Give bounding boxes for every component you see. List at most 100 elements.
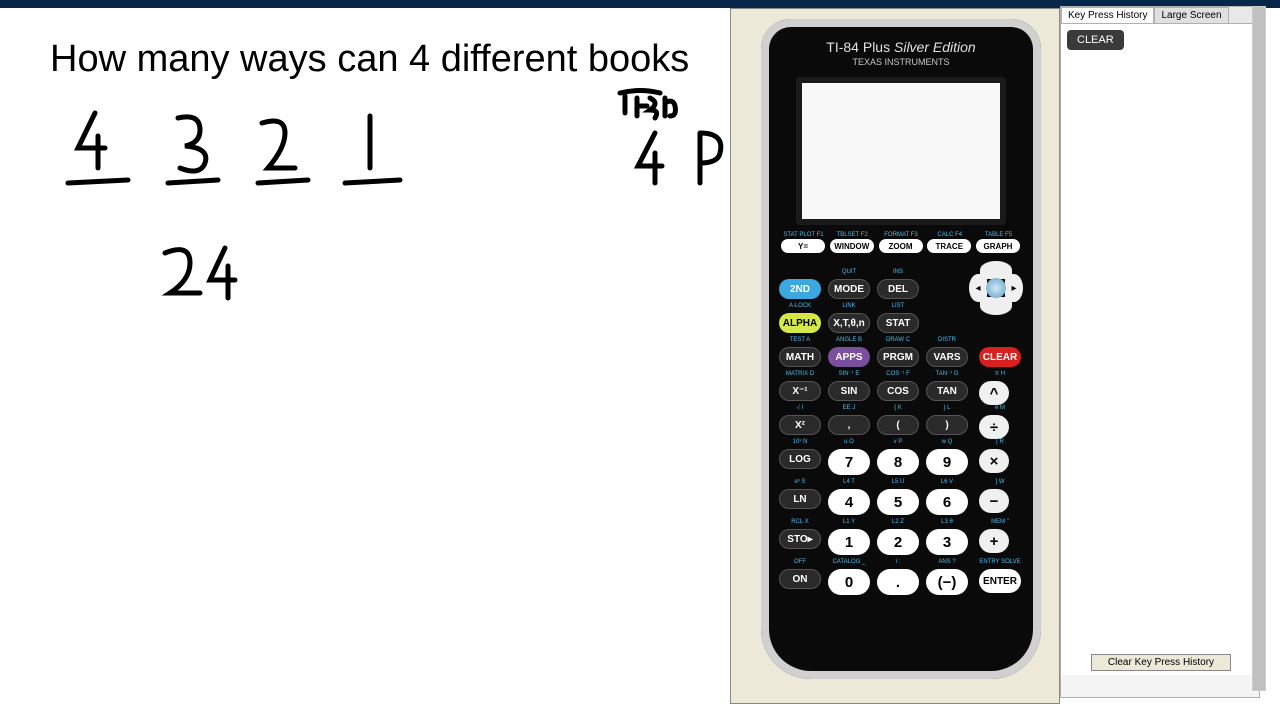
fn-above-label: FORMAT F3 (879, 231, 924, 239)
fn-above-label: TABLE F5 (976, 231, 1021, 239)
key-3[interactable]: 3 (926, 529, 968, 555)
fn-key-trace[interactable]: TRACE (927, 239, 971, 253)
dpad-right[interactable]: ▸ (1005, 274, 1023, 302)
key-x[interactable]: X⁻¹ (779, 381, 821, 401)
key-above-label: u O (828, 439, 870, 446)
key-enter[interactable]: ENTER (979, 569, 1021, 593)
key-9[interactable]: 9 (926, 449, 968, 475)
calc-title: TI-84 Plus Silver Edition (775, 39, 1027, 55)
key-sto[interactable]: STO▸ (779, 529, 821, 549)
key-grid: ◂ ▸ 2NDQUITMODEINSDELA-LOCKALPHALINKX,T,… (779, 261, 1023, 631)
key-above-label: DISTR (926, 337, 968, 344)
key-[interactable]: ) (926, 415, 968, 435)
whiteboard-area: How many ways can 4 different books (0, 8, 730, 708)
function-key-row: STAT PLOT F1Y=TBLSET F2WINDOWFORMAT F3ZO… (781, 231, 1021, 253)
key-1[interactable]: 1 (828, 529, 870, 555)
key-above-label: L5 U (877, 479, 919, 486)
calc-edition: Silver Edition (894, 39, 976, 55)
fn-above-label: CALC F4 (927, 231, 972, 239)
key-2nd[interactable]: 2ND (779, 279, 821, 299)
key-log[interactable]: LOG (779, 449, 821, 469)
key-del[interactable]: DEL (877, 279, 919, 299)
key-ln[interactable]: LN (779, 489, 821, 509)
key-above-label: ANGLE B (828, 337, 870, 344)
key-above-label: TAN⁻¹ G (926, 371, 968, 378)
history-clear-entry: CLEAR (1067, 30, 1124, 50)
key-xtn[interactable]: X,T,θ,n (828, 313, 870, 333)
tab-row: Key Press History Large Screen (1061, 7, 1259, 23)
scrollbar-thumb[interactable] (1253, 7, 1265, 690)
key-[interactable]: . (877, 569, 919, 595)
key-above-label: { K (877, 405, 919, 412)
fn-key-window[interactable]: WINDOW (830, 239, 874, 253)
key-on[interactable]: ON (779, 569, 821, 589)
key-above-label: L1 Y (828, 519, 870, 526)
tab-large-screen[interactable]: Large Screen (1154, 7, 1228, 23)
key-above-label: L2 Z (877, 519, 919, 526)
key-above-label: DRAW C (877, 337, 919, 344)
key-stat[interactable]: STAT (877, 313, 919, 333)
key-above-label: COS⁻¹ F (877, 371, 919, 378)
key-above-label: i : (877, 559, 919, 566)
key-[interactable]: , (828, 415, 870, 435)
fn-key-y[interactable]: Y= (781, 239, 825, 253)
calc-brand: TEXAS INSTRUMENTS (775, 57, 1027, 67)
calc-screen (796, 77, 1006, 225)
tab-key-history[interactable]: Key Press History (1061, 7, 1154, 23)
key-above-label: [ R (979, 439, 1021, 446)
key-8[interactable]: 8 (877, 449, 919, 475)
key-clear[interactable]: CLEAR (979, 347, 1021, 367)
key-above-label: eˣ S (779, 479, 821, 486)
key-7[interactable]: 7 (828, 449, 870, 475)
calculator-window: TI-84 Plus Silver Edition TEXAS INSTRUME… (730, 8, 1060, 704)
key-tan[interactable]: TAN (926, 381, 968, 401)
key-[interactable]: ÷ (979, 415, 1009, 439)
handwriting-svg (0, 8, 730, 708)
key-math[interactable]: MATH (779, 347, 821, 367)
key-above-label: LINK (828, 303, 870, 310)
key-above-label: CATALOG _ (828, 559, 870, 566)
key-above-label: SIN⁻¹ E (828, 371, 870, 378)
key-[interactable]: (−) (926, 569, 968, 595)
clear-history-button[interactable]: Clear Key Press History (1091, 654, 1231, 671)
fn-key-zoom[interactable]: ZOOM (879, 239, 923, 253)
calc-model: TI-84 Plus (826, 39, 890, 55)
side-panel: Key Press History Large Screen CLEAR Cle… (1060, 6, 1260, 698)
key-[interactable]: ^ (979, 381, 1009, 405)
key-above-label: √ I (779, 405, 821, 412)
key-[interactable]: ( (877, 415, 919, 435)
key-above-label: QUIT (828, 269, 870, 276)
dpad-center[interactable] (986, 278, 1006, 298)
fn-key-graph[interactable]: GRAPH (976, 239, 1020, 253)
key-[interactable]: − (979, 489, 1009, 513)
key-mode[interactable]: MODE (828, 279, 870, 299)
key-apps[interactable]: APPS (828, 347, 870, 367)
key-5[interactable]: 5 (877, 489, 919, 515)
key-above-label: L6 V (926, 479, 968, 486)
key-above-label: ANS ? (926, 559, 968, 566)
key-4[interactable]: 4 (828, 489, 870, 515)
key-alpha[interactable]: ALPHA (779, 313, 821, 333)
scrollbar[interactable] (1252, 6, 1266, 691)
key-2[interactable]: 2 (877, 529, 919, 555)
key-above-label: TEST A (779, 337, 821, 344)
key-x[interactable]: X² (779, 415, 821, 435)
key-vars[interactable]: VARS (926, 347, 968, 367)
key-above-label: OFF (779, 559, 821, 566)
key-above-label: v P (877, 439, 919, 446)
key-above-label: w Q (926, 439, 968, 446)
dpad-left[interactable]: ◂ (969, 274, 987, 302)
panel-body: CLEAR Clear Key Press History (1061, 23, 1259, 675)
key-sin[interactable]: SIN (828, 381, 870, 401)
key-above-label: 10ˣ N (779, 439, 821, 446)
key-above-label: RCL X (779, 519, 821, 526)
key-cos[interactable]: COS (877, 381, 919, 401)
key-0[interactable]: 0 (828, 569, 870, 595)
dpad: ◂ ▸ (969, 261, 1023, 315)
key-[interactable]: × (979, 449, 1009, 473)
key-[interactable]: + (979, 529, 1009, 553)
key-6[interactable]: 6 (926, 489, 968, 515)
key-prgm[interactable]: PRGM (877, 347, 919, 367)
fn-above-label: STAT PLOT F1 (781, 231, 826, 239)
key-above-label: L3 θ (926, 519, 968, 526)
